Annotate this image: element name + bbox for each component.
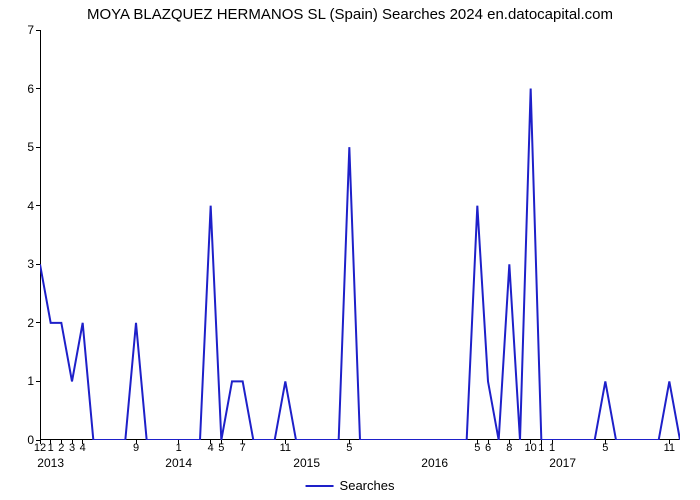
legend-swatch — [306, 485, 334, 487]
x-major-label: 2016 — [421, 456, 448, 470]
y-tick-label: 1 — [27, 374, 34, 388]
y-tick-label: 4 — [27, 199, 34, 213]
x-tick-label: 5 — [346, 442, 352, 454]
x-tick-label: 5 — [602, 442, 608, 454]
y-tick-label: 7 — [27, 23, 34, 37]
x-tick-label: 8 — [506, 442, 512, 454]
x-tick-label: 12 — [34, 442, 46, 454]
plot-area: 0123456712123491457115568101151120132014… — [40, 30, 680, 440]
x-tick-label: 3 — [69, 442, 75, 454]
x-major-label: 2015 — [293, 456, 320, 470]
x-tick-label: 2 — [58, 442, 64, 454]
x-tick-label: 11 — [280, 442, 291, 454]
x-tick-label: 1 — [538, 442, 544, 454]
x-tick-label: 5 — [218, 442, 224, 454]
x-tick-label: 1 — [176, 442, 182, 454]
legend-label: Searches — [340, 478, 395, 493]
legend: Searches — [306, 478, 395, 493]
x-tick-label: 4 — [80, 442, 86, 454]
x-tick-label: 4 — [208, 442, 214, 454]
x-major-label: 2014 — [165, 456, 192, 470]
x-tick-label: 6 — [485, 442, 491, 454]
x-tick-label: 9 — [133, 442, 139, 454]
x-tick-label: 7 — [240, 442, 246, 454]
chart-title: MOYA BLAZQUEZ HERMANOS SL (Spain) Search… — [0, 6, 700, 23]
y-tick-label: 3 — [27, 257, 34, 271]
series-line — [40, 30, 680, 440]
x-tick-label: 10 — [525, 442, 537, 454]
x-major-label: 2017 — [549, 456, 576, 470]
y-tick-label: 2 — [27, 316, 34, 330]
y-tick-label: 6 — [27, 82, 34, 96]
x-major-label: 2013 — [37, 456, 64, 470]
x-tick-label: 5 — [474, 442, 480, 454]
y-tick-label: 5 — [27, 140, 34, 154]
x-tick-label: 1 — [549, 442, 555, 454]
line-chart: MOYA BLAZQUEZ HERMANOS SL (Spain) Search… — [0, 0, 700, 500]
x-tick-label: 11 — [664, 442, 675, 454]
x-tick-label: 1 — [48, 442, 54, 454]
